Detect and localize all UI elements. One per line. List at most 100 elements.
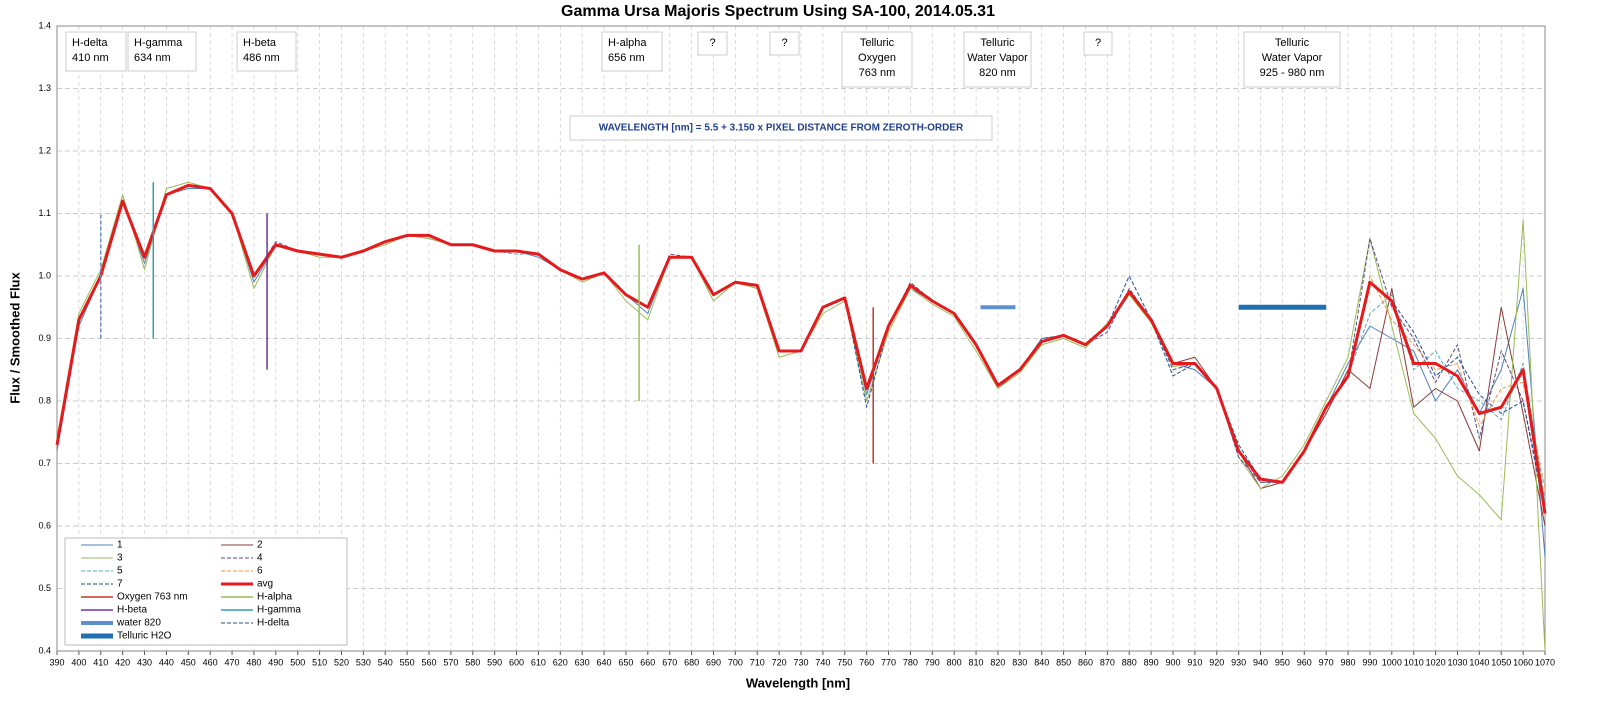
y-tick-label: 0.6: [38, 520, 51, 530]
legend-label: 6: [257, 566, 263, 577]
y-tick-label: 1.4: [38, 20, 51, 30]
legend-label: H-delta: [257, 618, 290, 629]
annotation-text: ?: [1095, 37, 1101, 49]
annotation-text: 486 nm: [243, 52, 280, 64]
annotation-text: H-delta: [72, 37, 108, 49]
annotation-text: Oxygen: [858, 52, 896, 64]
x-tick-label: 820: [990, 657, 1005, 667]
legend-label: H-beta: [117, 605, 147, 616]
x-tick-label: 760: [859, 657, 874, 667]
annotation-box: [127, 31, 197, 72]
annotation-box: [769, 31, 800, 56]
x-tick-label: 530: [356, 657, 371, 667]
x-tick-label: 680: [684, 657, 699, 667]
y-tick-label: 0.9: [38, 333, 51, 343]
x-tick-label: 1030: [1447, 657, 1467, 667]
legend-label: water 820: [116, 618, 161, 629]
x-tick-label: 920: [1209, 657, 1224, 667]
x-tick-label: 710: [750, 657, 765, 667]
x-tick-label: 480: [246, 657, 261, 667]
x-tick-label: 540: [378, 657, 393, 667]
legend-box: [64, 537, 348, 646]
x-tick-label: 390: [49, 657, 64, 667]
series-line: [56, 184, 1546, 508]
x-tick-label: 640: [597, 657, 612, 667]
legend-label: Oxygen 763 nm: [117, 592, 188, 603]
y-tick-label: 0.8: [38, 395, 51, 405]
x-tick-label: 960: [1297, 657, 1312, 667]
x-tick-label: 720: [772, 657, 787, 667]
y-tick-label: 1.3: [38, 83, 51, 93]
annotation-box: [236, 31, 297, 72]
formula-box: [569, 115, 993, 141]
y-tick-label: 0.5: [38, 583, 51, 593]
x-tick-label: 940: [1253, 657, 1268, 667]
chart-title: Gamma Ursa Majoris Spectrum Using SA-100…: [561, 3, 995, 20]
legend-label: 3: [117, 553, 123, 564]
annotation-text: 925 - 980 nm: [1260, 67, 1325, 79]
annotation-text: 656 nm: [608, 52, 645, 64]
x-tick-label: 430: [137, 657, 152, 667]
x-tick-label: 460: [203, 657, 218, 667]
annotation-text: H-gamma: [134, 37, 183, 49]
annotation-box: [1083, 31, 1113, 56]
y-tick-label: 0.7: [38, 458, 51, 468]
annotation-text: ?: [709, 37, 715, 49]
x-tick-label: 580: [465, 657, 480, 667]
x-tick-label: 1050: [1491, 657, 1511, 667]
x-axis-label: Wavelength [nm]: [746, 675, 850, 690]
x-tick-label: 780: [903, 657, 918, 667]
y-tick-label: 1.2: [38, 145, 51, 155]
annotation-text: ?: [781, 37, 787, 49]
annotation-text: 634 nm: [134, 52, 171, 64]
annotation-text: Telluric: [980, 37, 1015, 49]
x-tick-label: 1040: [1469, 657, 1489, 667]
annotation-box: [697, 31, 728, 56]
annotation-text: 410 nm: [72, 52, 109, 64]
annotation-text: Water Vapor: [967, 52, 1028, 64]
x-tick-label: 700: [728, 657, 743, 667]
x-tick-label: 840: [1034, 657, 1049, 667]
y-tick-label: 1.0: [38, 270, 51, 280]
legend-label: 7: [117, 579, 123, 590]
x-tick-label: 690: [706, 657, 721, 667]
annotation-box: [601, 31, 663, 72]
x-tick-label: 900: [1165, 657, 1180, 667]
x-tick-label: 740: [815, 657, 830, 667]
x-tick-label: 730: [793, 657, 808, 667]
formula-text: WAVELENGTH [nm] = 5.5 + 3.150 x PIXEL DI…: [599, 123, 964, 134]
x-tick-label: 890: [1144, 657, 1159, 667]
x-tick-label: 470: [225, 657, 240, 667]
x-tick-label: 800: [947, 657, 962, 667]
annotation-box: [1243, 31, 1341, 88]
annotation-text: 820 nm: [979, 67, 1016, 79]
legend-label: 2: [257, 540, 263, 551]
x-tick-label: 950: [1275, 657, 1290, 667]
x-tick-label: 570: [443, 657, 458, 667]
plot-frame: [56, 25, 1546, 652]
annotation-box: [65, 31, 127, 72]
x-tick-label: 930: [1231, 657, 1246, 667]
x-tick-label: 1010: [1404, 657, 1424, 667]
x-tick-label: 440: [159, 657, 174, 667]
x-tick-label: 510: [312, 657, 327, 667]
series-line: [55, 183, 1547, 514]
x-tick-label: 980: [1341, 657, 1356, 667]
legend-label: H-gamma: [257, 605, 301, 616]
x-tick-label: 770: [881, 657, 896, 667]
annotation-text: 763 nm: [859, 67, 896, 79]
x-tick-label: 810: [969, 657, 984, 667]
legend-label: 4: [257, 553, 263, 564]
x-tick-label: 990: [1362, 657, 1377, 667]
x-tick-label: 490: [268, 657, 283, 667]
x-tick-label: 970: [1319, 657, 1334, 667]
legend-label: H-alpha: [257, 592, 292, 603]
y-tick-label: 0.4: [38, 645, 51, 655]
x-tick-label: 560: [421, 657, 436, 667]
y-axis-label: Flux / Smoothed Flux: [7, 272, 22, 404]
x-tick-label: 1020: [1426, 657, 1446, 667]
legend-label: 5: [117, 566, 123, 577]
x-tick-label: 830: [1012, 657, 1027, 667]
x-tick-label: 1000: [1382, 657, 1402, 667]
x-tick-label: 860: [1078, 657, 1093, 667]
